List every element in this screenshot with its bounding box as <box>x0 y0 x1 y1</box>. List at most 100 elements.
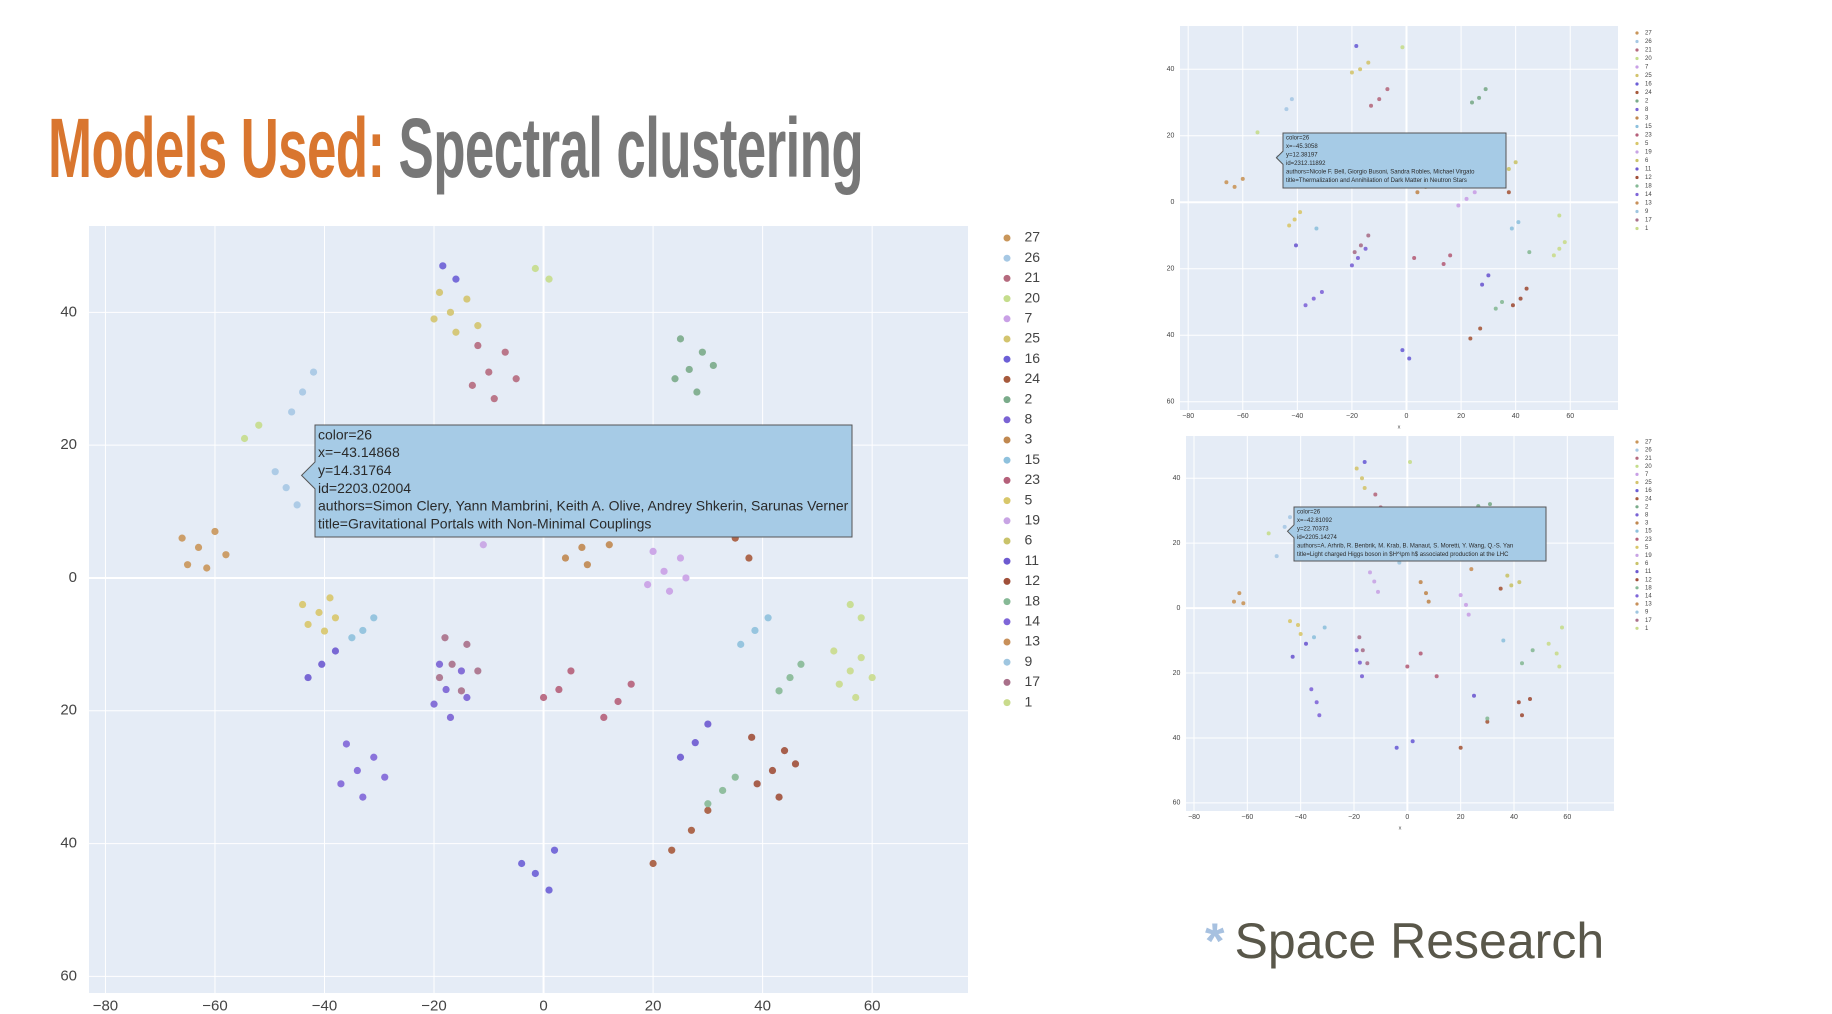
point <box>1240 176 1245 181</box>
point <box>539 693 548 702</box>
point <box>1349 263 1354 268</box>
point <box>600 713 608 722</box>
point <box>318 660 326 668</box>
bullet: * <box>1205 913 1225 969</box>
point <box>370 753 378 761</box>
legend-label: 15 <box>1645 529 1652 535</box>
point <box>1287 223 1292 228</box>
point <box>1472 693 1476 698</box>
legend-marker <box>1635 124 1639 129</box>
legend-marker <box>1635 192 1639 197</box>
point <box>1293 243 1298 248</box>
legend-label: 14 <box>1025 613 1041 629</box>
point <box>1483 87 1488 92</box>
point <box>768 766 777 775</box>
point <box>381 773 389 781</box>
point <box>1266 531 1271 536</box>
point <box>452 328 460 336</box>
tooltip-line: title=Light charged Higgs boson in $H^\p… <box>1297 552 1509 558</box>
point <box>271 468 279 476</box>
point <box>203 564 211 572</box>
point <box>1274 554 1279 559</box>
point <box>1488 502 1492 507</box>
point <box>1510 303 1515 308</box>
point <box>545 275 553 283</box>
legend-label: 23 <box>1645 133 1652 139</box>
point <box>490 395 498 403</box>
point <box>1478 326 1483 331</box>
point <box>1237 591 1242 596</box>
point <box>211 527 219 536</box>
point <box>1360 674 1364 679</box>
point <box>775 793 783 801</box>
legend-label: 27 <box>1645 440 1652 446</box>
point <box>178 534 186 542</box>
point <box>704 720 712 728</box>
point <box>704 806 712 814</box>
y-tick-label: 0 <box>1170 199 1174 206</box>
legend-marker <box>1635 65 1639 69</box>
point <box>1288 515 1292 520</box>
point <box>452 275 460 283</box>
point <box>1530 648 1535 653</box>
point <box>468 381 476 389</box>
point <box>567 667 575 675</box>
legend-marker <box>1635 167 1639 171</box>
legend-marker <box>1635 545 1639 549</box>
point <box>1282 524 1287 529</box>
point <box>775 687 783 695</box>
point <box>1358 243 1363 248</box>
legend-marker <box>1635 448 1639 452</box>
point <box>605 541 613 549</box>
legend-label: 9 <box>1025 653 1033 669</box>
legend-label: 6 <box>1645 561 1649 567</box>
point <box>830 647 838 655</box>
point <box>331 647 340 655</box>
legend-label: 1 <box>1025 693 1033 709</box>
legend-marker <box>1635 594 1639 598</box>
legend-label: 15 <box>1025 451 1041 467</box>
point <box>835 680 843 688</box>
x-tick-label: −80 <box>1188 814 1200 821</box>
x-tick-label: −40 <box>1291 413 1303 420</box>
tooltip-line: title=Gravitational Portals with Non-Min… <box>318 515 651 531</box>
point <box>555 685 563 694</box>
point <box>531 869 539 878</box>
point <box>1296 622 1300 627</box>
plot-area <box>1180 26 1618 410</box>
point <box>501 348 509 356</box>
legend-label: 14 <box>1645 593 1652 599</box>
y-tick-label: 20 <box>1173 540 1181 547</box>
legend-label: 25 <box>1645 73 1652 79</box>
tooltip-line: color=26 <box>318 426 372 442</box>
legend-label: 18 <box>1645 585 1652 591</box>
point <box>309 368 318 376</box>
point <box>342 740 351 748</box>
point <box>1517 580 1522 585</box>
legend-marker <box>1003 234 1011 242</box>
legend-label: 20 <box>1025 289 1041 305</box>
tooltip-line: x=−43.14868 <box>318 444 400 460</box>
x-axis-label: x <box>1399 825 1402 831</box>
y-tick-label: 40 <box>1167 66 1175 73</box>
point <box>698 348 706 356</box>
x-tick-label: 0 <box>1405 413 1409 420</box>
legend-marker <box>1003 658 1011 666</box>
legend-label: 6 <box>1645 158 1649 164</box>
legend-marker <box>1003 274 1011 282</box>
point <box>852 693 860 702</box>
point <box>1303 303 1308 308</box>
legend-label: 20 <box>1645 56 1652 62</box>
legend-marker <box>1635 586 1639 590</box>
legend-label: 24 <box>1645 90 1652 96</box>
x-tick-label: 40 <box>754 997 771 1014</box>
point <box>1493 306 1498 311</box>
point <box>786 673 794 682</box>
point <box>753 780 761 788</box>
legend-marker <box>1635 602 1639 606</box>
point <box>183 561 192 569</box>
legend-label: 2 <box>1645 504 1649 510</box>
legend-marker <box>1003 416 1011 424</box>
point <box>1469 567 1474 572</box>
point <box>1298 210 1303 215</box>
